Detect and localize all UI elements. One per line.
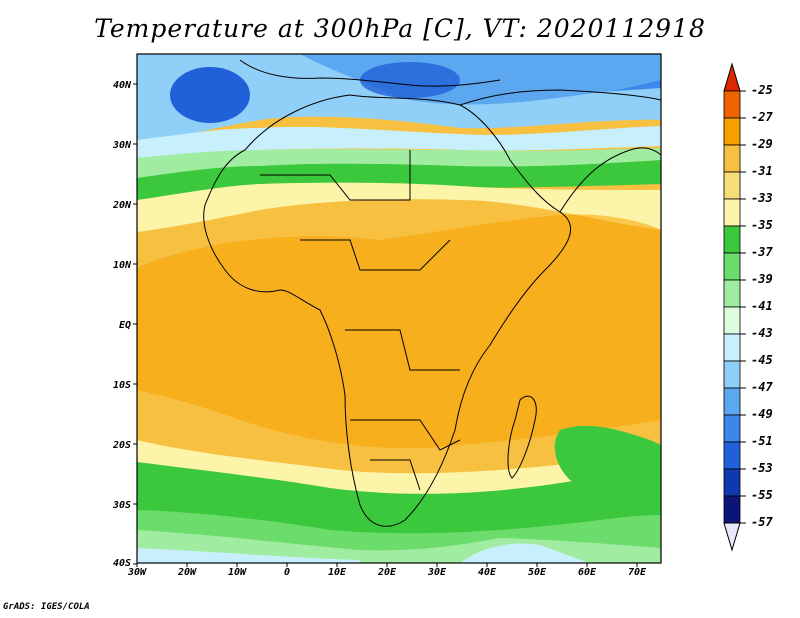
lon-axis: 30W 20W 10W 0 10E 20E 30E 40E 50E 60E 70… <box>127 567 647 578</box>
asia-coast <box>459 89 661 106</box>
colorbar-label: -45 <box>751 353 773 367</box>
colorbar-label: -53 <box>751 461 773 475</box>
colorbar-swatch <box>723 468 741 497</box>
field-band-37 <box>137 160 661 204</box>
map-title: Temperature at 300hPa [C], VT: 202011291… <box>94 14 706 43</box>
arabia-coast <box>559 147 661 213</box>
colorbar-label: -25 <box>751 83 773 97</box>
coastlines <box>203 59 661 527</box>
field-band-35 <box>137 182 661 232</box>
border <box>350 419 461 451</box>
colorbar-label: -31 <box>751 164 773 178</box>
field-band-43 <box>137 126 661 160</box>
field-band-43s <box>137 548 360 563</box>
lon-tick-label: 40E <box>478 567 497 578</box>
europe-coast <box>239 59 501 87</box>
lon-tick-label: 30E <box>427 567 447 578</box>
lon-tick-label: 60E <box>578 567 597 578</box>
colorbar-swatch <box>723 171 741 200</box>
border <box>345 329 460 371</box>
lon-tick-label: 30W <box>127 567 147 578</box>
credit-text: GrADS: IGES/COLA <box>3 602 90 612</box>
field-band-53 <box>170 67 250 123</box>
colorbar-label: -27 <box>751 110 773 124</box>
africa-coast <box>203 94 572 527</box>
colorbar-swatch <box>723 252 741 281</box>
madagascar-coast <box>507 395 537 479</box>
lon-tick-label: 70E <box>628 567 647 578</box>
lat-tick-label: 40S <box>113 558 131 569</box>
colorbar-swatch <box>723 144 741 173</box>
colorbar-label: -47 <box>751 380 773 394</box>
border <box>300 239 451 271</box>
field-band-37-east <box>554 425 661 502</box>
colorbar-swatch <box>723 387 741 416</box>
field-band-47 <box>137 54 661 146</box>
colorbar-swatch <box>723 225 741 254</box>
field-band-29 <box>137 214 661 449</box>
lat-tick-label: 10S <box>113 380 131 391</box>
lat-tick-label: 10N <box>113 260 132 271</box>
border <box>260 150 411 201</box>
colorbar-label: -43 <box>751 326 773 340</box>
colorbar-labels: -25 -27 -29 -31 -33 -35 -37 -39 -41 -43 … <box>751 83 773 529</box>
colorbar-label: -49 <box>751 407 773 421</box>
colorbar-label: -55 <box>751 488 773 502</box>
lon-tick-label: 10W <box>228 567 247 578</box>
axis-ticks <box>133 83 638 567</box>
lat-tick-label: EQ <box>119 320 131 331</box>
lat-tick-label: 20N <box>112 200 132 211</box>
field-band-43s-east <box>460 543 590 563</box>
lon-tick-label: 10E <box>328 567 347 578</box>
field-band-53b <box>360 62 460 98</box>
colorbar-swatch <box>723 360 741 389</box>
colorbar-bottom-triangle <box>723 522 741 552</box>
lat-tick-label: 40N <box>113 80 132 91</box>
colorbar <box>723 62 746 552</box>
colorbar-swatch <box>723 306 741 335</box>
temperature-field <box>137 54 661 563</box>
colorbar-label: -35 <box>751 218 773 232</box>
lon-tick-label: 20E <box>377 567 397 578</box>
border <box>370 459 421 491</box>
colorbar-label: -57 <box>751 515 773 529</box>
lon-tick-label: 0 <box>284 567 290 578</box>
lon-tick-label: 20W <box>177 567 197 578</box>
colorbar-swatch <box>723 279 741 308</box>
colorbar-label: -41 <box>751 299 773 313</box>
lat-axis: 40N 30N 20N 10N EQ 10S 20S 30S 40S <box>112 80 132 569</box>
colorbar-top-triangle <box>723 62 741 92</box>
colorbar-swatch <box>723 441 741 470</box>
colorbar-label: -33 <box>751 191 773 205</box>
colorbar-swatch <box>723 495 741 524</box>
plot-frame <box>136 53 662 564</box>
colorbar-label: -51 <box>751 434 773 448</box>
colorbar-swatch <box>723 414 741 443</box>
lat-tick-label: 20S <box>112 440 131 451</box>
lon-tick-label: 50E <box>528 567 547 578</box>
colorbar-swatch <box>723 90 741 119</box>
colorbar-label: -37 <box>751 245 773 259</box>
colorbar-swatch <box>723 117 741 146</box>
colorbar-label: -39 <box>751 272 773 286</box>
colorbar-swatch <box>723 198 741 227</box>
lat-tick-label: 30N <box>112 140 132 151</box>
colorbar-swatch <box>723 333 741 362</box>
lat-tick-label: 30S <box>112 500 131 511</box>
colorbar-label: -29 <box>751 137 773 151</box>
